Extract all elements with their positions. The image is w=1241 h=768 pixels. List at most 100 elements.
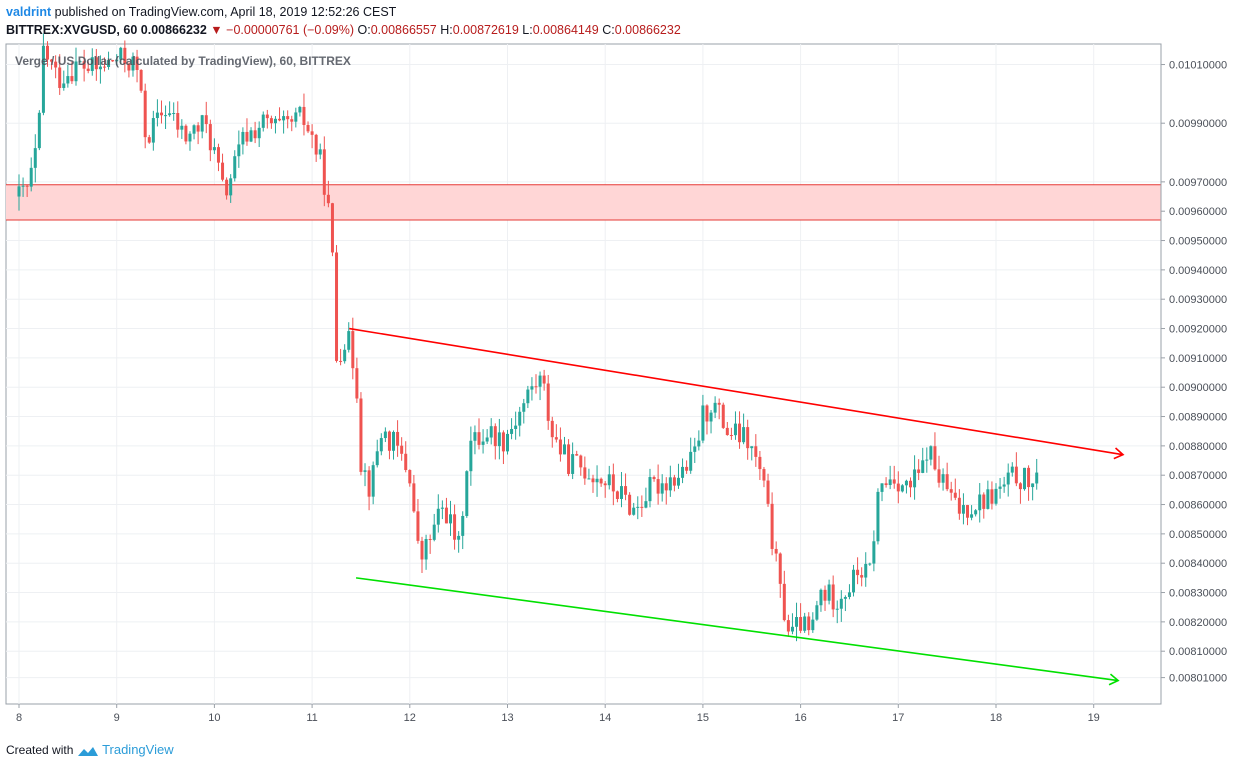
y-tick-label: 0.00830000 [1169, 588, 1227, 600]
candle-down [396, 431, 400, 446]
candle-up [815, 605, 819, 620]
candle-down [302, 106, 306, 125]
candle-up [904, 480, 908, 486]
y-tick-label: 0.01010000 [1169, 60, 1227, 72]
candle-down [335, 252, 339, 361]
candle-down [957, 497, 961, 514]
candle-up [697, 440, 701, 447]
trendline-upper[interactable] [349, 327, 1124, 456]
candle-down [778, 553, 782, 584]
x-tick-label: 14 [599, 712, 611, 724]
candle-up [843, 597, 847, 599]
candle-down [453, 514, 457, 540]
candle-down [253, 130, 257, 139]
candle-down [326, 194, 330, 204]
candle-down [766, 480, 770, 504]
candle-down [721, 404, 725, 428]
tradingview-brand[interactable]: TradingView [102, 742, 174, 757]
candle-up [518, 411, 522, 426]
candle-down [159, 112, 163, 116]
price-axis[interactable]: 0.01010000 0.00990000 0.00970000 0.00960000… [1161, 60, 1227, 685]
candle-down [672, 477, 676, 486]
y-tick-label: 0.00950000 [1169, 236, 1227, 248]
y-tick-label: 0.00810000 [1169, 646, 1227, 658]
candle-up [921, 460, 925, 473]
candle-down [54, 61, 58, 68]
candle-down [82, 61, 86, 69]
candle-down [628, 494, 632, 515]
candle-up [819, 589, 823, 606]
candle-down [725, 427, 729, 436]
candle-up [41, 45, 45, 113]
candle-down [831, 584, 835, 610]
y-tick-label: 0.00820000 [1169, 617, 1227, 629]
candle-up [900, 485, 904, 492]
candle-up [648, 477, 652, 502]
candle-down [400, 445, 404, 454]
candle-up [803, 616, 807, 631]
candle-down [599, 478, 603, 484]
candle-down [310, 131, 314, 135]
candle-down [404, 453, 408, 471]
candle-up [1022, 467, 1026, 490]
trendline-lower[interactable] [355, 577, 1119, 682]
candle-down [286, 116, 290, 120]
candle-down [774, 548, 778, 554]
created-with-text: Created with [6, 743, 74, 757]
candle-up [172, 113, 176, 115]
candle-down [501, 432, 505, 452]
candle-up [636, 506, 640, 508]
time-axis[interactable]: 8 9 10 11 12 13 14 15 16 17 18 19 [16, 704, 1100, 724]
x-tick-label: 12 [404, 712, 416, 724]
candle-up [530, 386, 534, 390]
author-name[interactable]: valdrint [6, 5, 52, 19]
candle-up [212, 147, 216, 151]
candle-up [998, 486, 1002, 489]
candle-up [587, 478, 591, 480]
y-tick-label: 0.00850000 [1169, 529, 1227, 541]
candle-up [689, 451, 693, 471]
y-tick-label: 0.00940000 [1169, 265, 1227, 277]
candle-up [660, 483, 664, 494]
candle-down [909, 480, 913, 488]
candle-up [1006, 472, 1010, 485]
chart-title: Verge / US Dollar (calculated by Trading… [15, 54, 351, 68]
close-label: C: [602, 23, 615, 37]
candle-up [668, 477, 672, 491]
candle-down [583, 467, 587, 479]
candle-up [970, 514, 974, 518]
candle-up [318, 149, 322, 155]
candle-up [294, 112, 298, 122]
y-tick-label: 0.00960000 [1169, 206, 1227, 218]
candle-down [123, 47, 127, 64]
candle-up [1031, 483, 1035, 488]
candle-up [379, 438, 383, 452]
candle-down [717, 402, 721, 405]
candle-up [155, 112, 159, 119]
candle-up [119, 47, 123, 60]
candle-up [392, 431, 396, 451]
x-tick-label: 13 [501, 712, 513, 724]
candle-up [33, 148, 37, 168]
candle-down [640, 506, 644, 508]
tradingview-logo-icon [77, 746, 98, 756]
candle-up [742, 427, 746, 443]
candle-up [693, 446, 697, 452]
candle-down [917, 469, 921, 473]
candle-up [913, 469, 917, 488]
candle-up [180, 125, 184, 130]
candle-up [107, 60, 111, 67]
candle-down [208, 124, 212, 151]
candle-up [676, 477, 680, 486]
candle-up [595, 478, 599, 483]
candle-up [974, 510, 978, 515]
candle-down [94, 57, 98, 70]
candle-up [371, 465, 375, 497]
candle-up [733, 423, 737, 436]
candle-up [168, 113, 172, 116]
candle-down [652, 477, 656, 480]
candle-up [481, 441, 485, 445]
candle-down [982, 494, 986, 509]
candle-up [457, 535, 461, 540]
